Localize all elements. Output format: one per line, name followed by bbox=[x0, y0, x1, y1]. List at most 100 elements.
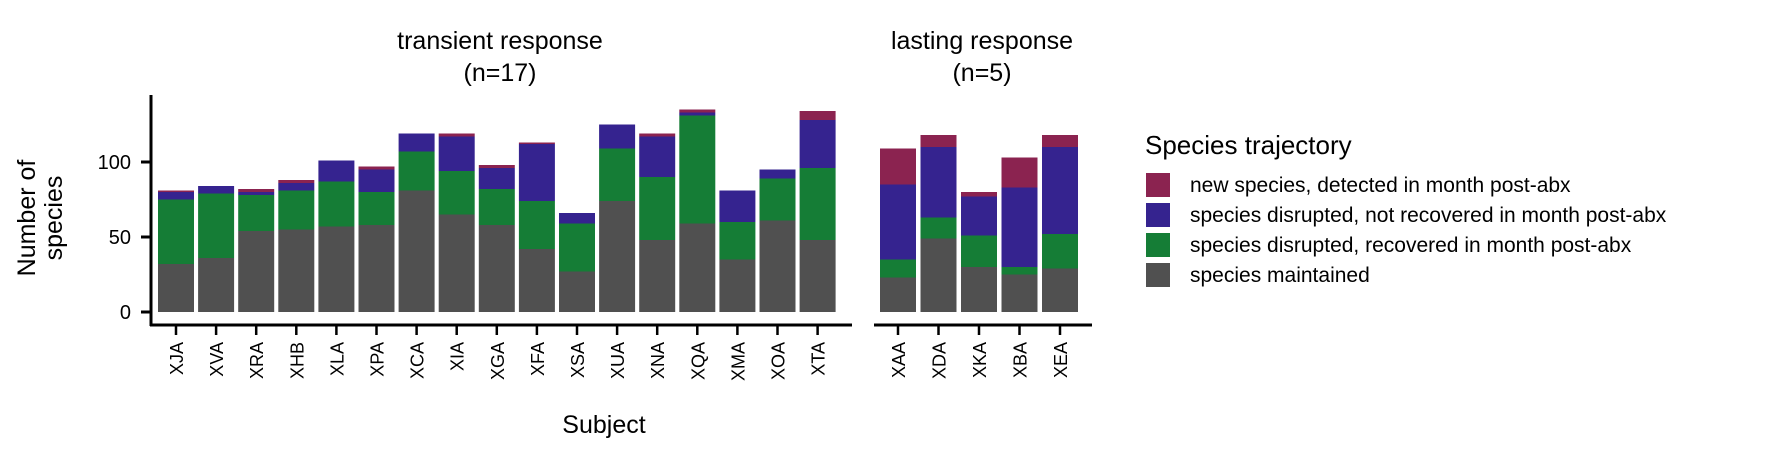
bar-segment-maintained-xea bbox=[1042, 268, 1078, 312]
y-tick-label: 50 bbox=[109, 227, 131, 249]
bar-segment-recovered-xaa bbox=[880, 259, 916, 278]
bar-segment-recovered-xra bbox=[238, 195, 275, 231]
x-tick-label: XBA bbox=[1011, 342, 1031, 378]
legend-swatch-maintained bbox=[1146, 263, 1170, 287]
panel-title-line1: transient response bbox=[397, 27, 603, 55]
bar-segment-maintained-xaa bbox=[880, 277, 916, 312]
bar-segment-recovered-xfa bbox=[518, 201, 555, 249]
bar-segment-maintained-xoa bbox=[759, 220, 796, 312]
x-tick-label: XCA bbox=[408, 342, 428, 379]
bar-segment-recovered-xqa bbox=[679, 115, 716, 224]
bar-segment-recovered-xda bbox=[920, 217, 957, 239]
x-axis-title: Subject bbox=[562, 411, 645, 439]
bar-segment-not_recovered-xaa bbox=[880, 184, 916, 260]
legend-label-maintained: species maintained bbox=[1190, 264, 1370, 287]
bar-segment-recovered-xoa bbox=[759, 178, 796, 221]
bar-segment-recovered-xca bbox=[398, 151, 435, 191]
x-tick-label: XHB bbox=[287, 342, 307, 379]
bar-segment-not_recovered-xpa bbox=[358, 169, 395, 192]
legend-swatch-new bbox=[1146, 173, 1170, 197]
x-tick-label: XFA bbox=[528, 342, 548, 376]
bar-segment-maintained-xsa bbox=[559, 271, 595, 312]
y-axis-title-line1: Number of bbox=[13, 160, 41, 277]
bar-segment-recovered-xpa bbox=[358, 192, 395, 225]
panel-title-line1: lasting response bbox=[891, 27, 1073, 55]
legend-label-not_recovered: species disrupted, not recovered in mont… bbox=[1190, 204, 1667, 227]
legend-title: Species trajectory bbox=[1145, 130, 1352, 160]
bar-segment-not_recovered-xua bbox=[599, 124, 636, 149]
bar-segment-recovered-xba bbox=[1001, 267, 1038, 275]
bar-segment-not_recovered-xma bbox=[719, 190, 756, 222]
bar-segment-recovered-xhb bbox=[278, 190, 315, 230]
bar-segment-not_recovered-xna bbox=[639, 136, 676, 177]
bar-segment-recovered-xja bbox=[158, 199, 194, 264]
bar-segment-maintained-xga bbox=[478, 225, 515, 312]
bar-segment-recovered-xsa bbox=[559, 223, 595, 272]
bar-segment-new-xka bbox=[961, 192, 997, 197]
bar-segment-maintained-xra bbox=[238, 231, 275, 312]
bar-segment-not_recovered-xoa bbox=[759, 169, 796, 179]
x-tick-label: XVA bbox=[207, 342, 227, 377]
bar-segment-not_recovered-xga bbox=[478, 168, 515, 189]
bar-segment-new-xqa bbox=[679, 109, 716, 113]
bar-segment-not_recovered-xda bbox=[920, 147, 957, 218]
bar-segment-recovered-xna bbox=[639, 177, 676, 240]
bar-segment-maintained-xba bbox=[1001, 274, 1038, 312]
bar-segment-new-xaa bbox=[880, 148, 916, 185]
bar-segment-not_recovered-xba bbox=[1001, 187, 1038, 267]
x-tick-label: XQA bbox=[688, 342, 708, 380]
bar-segment-maintained-xta bbox=[799, 240, 836, 312]
bar-segment-maintained-xfa bbox=[518, 249, 555, 312]
bar-segment-not_recovered-xca bbox=[398, 133, 435, 152]
legend-label-new: new species, detected in month post-abx bbox=[1190, 174, 1571, 197]
bar-segment-maintained-xla bbox=[318, 226, 355, 312]
x-tick-label: XKA bbox=[970, 342, 990, 378]
bar-segment-new-xfa bbox=[518, 142, 555, 144]
bar-segment-recovered-xia bbox=[438, 171, 475, 215]
bar-segment-maintained-xva bbox=[198, 258, 235, 312]
bar-segment-not_recovered-xea bbox=[1042, 147, 1078, 234]
legend-label-recovered: species disrupted, recovered in month po… bbox=[1190, 234, 1632, 257]
bar-segment-recovered-xla bbox=[318, 181, 355, 227]
bar-segment-new-xba bbox=[1001, 157, 1038, 188]
x-tick-label: XMA bbox=[728, 342, 748, 381]
bar-segment-not_recovered-xla bbox=[318, 160, 355, 182]
x-tick-label: XTA bbox=[809, 342, 829, 376]
bar-segment-recovered-xva bbox=[198, 193, 235, 258]
bar-segment-recovered-xga bbox=[478, 189, 515, 225]
bar-segment-new-xpa bbox=[358, 166, 395, 170]
bar-segment-new-xea bbox=[1042, 135, 1078, 147]
bar-segment-maintained-xhb bbox=[278, 229, 315, 312]
bar-segment-maintained-xpa bbox=[358, 225, 395, 312]
bar-segment-new-xja bbox=[158, 190, 194, 192]
x-tick-label: XUA bbox=[608, 342, 628, 379]
bar-segment-new-xna bbox=[639, 133, 676, 137]
bar-segment-recovered-xea bbox=[1042, 234, 1078, 269]
bar-segment-recovered-xma bbox=[719, 222, 756, 260]
y-tick-label: 0 bbox=[120, 302, 131, 324]
bar-segment-not_recovered-xva bbox=[198, 186, 235, 194]
bar-segment-new-xhb bbox=[278, 180, 315, 183]
bar-segment-not_recovered-xfa bbox=[518, 144, 555, 201]
bar-segment-maintained-xja bbox=[158, 264, 194, 312]
bar-segment-new-xta bbox=[799, 111, 836, 120]
bar-segment-not_recovered-xja bbox=[158, 192, 194, 200]
bar-segment-not_recovered-xqa bbox=[679, 112, 716, 116]
y-axis-title-line2: species bbox=[40, 176, 68, 261]
bar-segment-not_recovered-xhb bbox=[278, 183, 315, 191]
x-tick-label: XEA bbox=[1051, 342, 1071, 378]
bar-segment-maintained-xqa bbox=[679, 223, 716, 312]
bar-segment-recovered-xka bbox=[961, 235, 997, 267]
bar-segment-maintained-xua bbox=[599, 201, 636, 312]
legend-swatch-recovered bbox=[1146, 233, 1170, 257]
x-tick-label: XPA bbox=[368, 342, 388, 377]
bar-segment-new-xia bbox=[438, 133, 475, 137]
bar-segment-maintained-xda bbox=[920, 238, 957, 312]
bar-segment-maintained-xca bbox=[398, 190, 435, 312]
bar-segment-not_recovered-xsa bbox=[559, 213, 595, 224]
legend-swatch-not_recovered bbox=[1146, 203, 1170, 227]
x-tick-label: XDA bbox=[930, 342, 950, 379]
x-tick-label: XAA bbox=[889, 342, 909, 378]
bar-segment-not_recovered-xta bbox=[799, 120, 836, 168]
